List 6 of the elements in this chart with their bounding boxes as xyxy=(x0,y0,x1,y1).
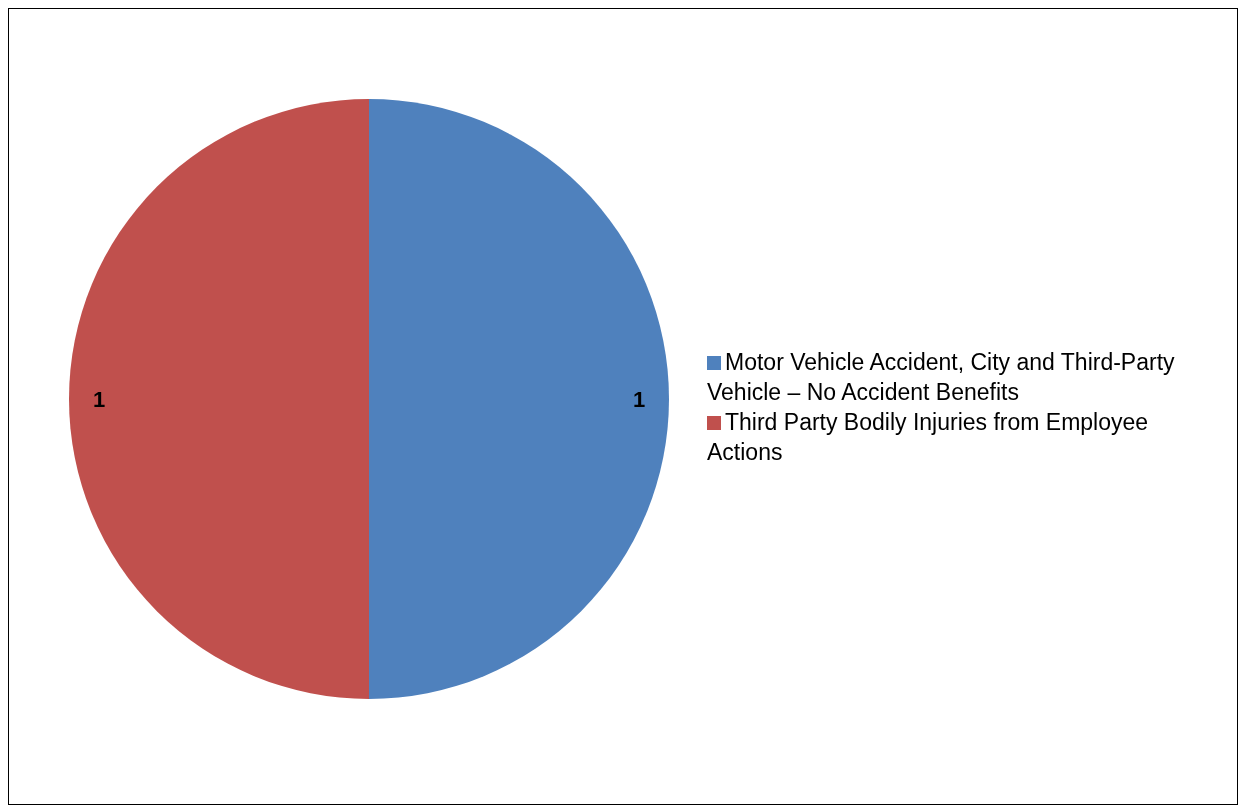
data-label: 1 xyxy=(632,386,646,412)
data-label: 1 xyxy=(92,386,106,412)
legend-label: Motor Vehicle Accident, City and Third-Party Vehicle – No Accident Benefits xyxy=(707,348,1175,405)
pie-slice xyxy=(369,99,669,699)
pie-slice xyxy=(69,99,369,699)
legend-label: Third Party Bodily Injuries from Employee Actions xyxy=(707,408,1149,465)
